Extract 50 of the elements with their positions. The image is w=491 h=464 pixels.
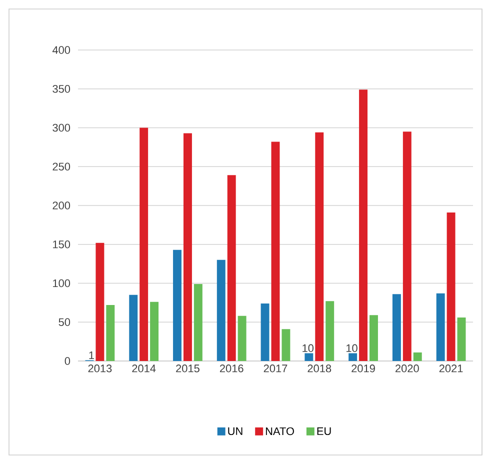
bar <box>238 316 246 361</box>
y-tick-label: 350 <box>52 85 70 93</box>
y-tick-label: 250 <box>52 162 70 171</box>
bar <box>326 301 334 361</box>
bar <box>216 260 226 361</box>
data-label: 1 <box>89 351 94 360</box>
y-tick-label: 100 <box>53 279 70 288</box>
bar <box>370 315 378 361</box>
bar <box>173 250 182 361</box>
bar <box>436 293 445 361</box>
legend-label: EU <box>317 427 331 436</box>
x-tick-label: 2019 <box>352 364 375 372</box>
bar <box>271 142 280 361</box>
bar <box>348 353 358 361</box>
bar <box>315 132 324 361</box>
x-tick-label: 2017 <box>264 364 288 372</box>
y-tick-label: 0 <box>64 357 70 365</box>
x-tick-label: 2016 <box>220 364 244 372</box>
bar <box>194 284 202 361</box>
bar <box>260 303 270 361</box>
bar <box>282 329 290 361</box>
bar <box>304 353 314 361</box>
y-tick-label: 300 <box>52 124 70 132</box>
data-label: 10 <box>302 344 314 352</box>
bar <box>150 302 159 361</box>
y-tick-label: 50 <box>58 318 70 326</box>
y-tick-label: 400 <box>52 46 70 54</box>
y-tick-label: 150 <box>53 240 70 248</box>
x-tick-label: 2015 <box>176 364 200 372</box>
legend-label: NATO <box>266 427 294 436</box>
bar <box>457 317 466 361</box>
bar <box>413 352 422 361</box>
x-tick-label: 2021 <box>439 364 463 372</box>
bar <box>392 294 401 361</box>
data-label: 10 <box>346 344 358 352</box>
x-tick-label: 2014 <box>132 364 156 372</box>
bar <box>446 212 456 361</box>
bar <box>106 305 115 361</box>
bar <box>129 294 138 361</box>
x-tick-label: 2013 <box>88 364 112 372</box>
x-tick-label: 2020 <box>396 364 419 372</box>
bar <box>96 242 104 361</box>
bar <box>183 133 192 361</box>
bar <box>140 128 148 361</box>
bar <box>227 175 236 361</box>
legend-label: UN <box>228 427 242 436</box>
bar <box>359 90 368 361</box>
bar <box>402 132 412 361</box>
y-tick-label: 200 <box>52 202 70 210</box>
x-tick-label: 2018 <box>308 364 332 372</box>
